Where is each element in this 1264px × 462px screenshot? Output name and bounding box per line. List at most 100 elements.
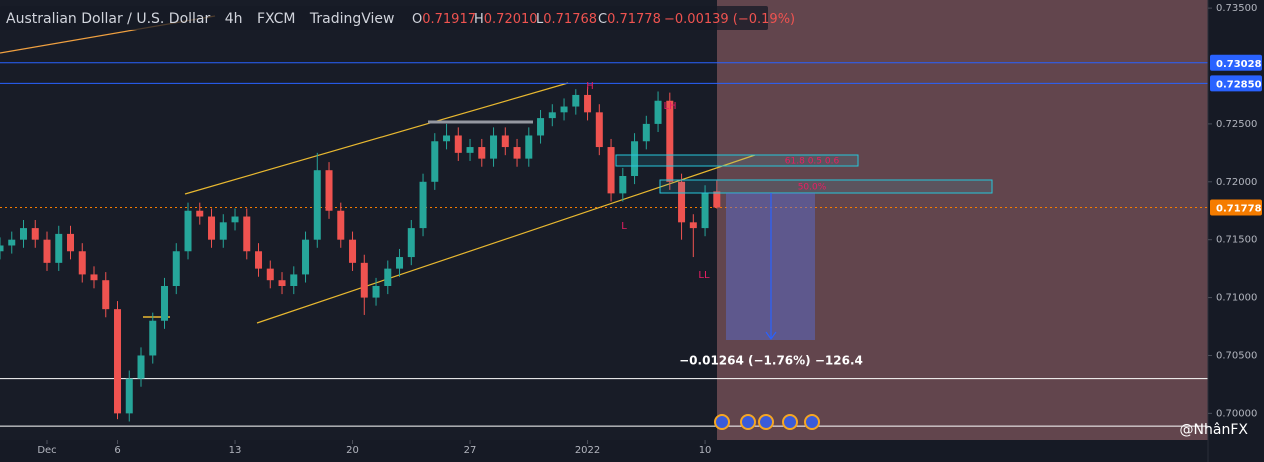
candle-body — [90, 274, 98, 281]
candle-body — [313, 170, 321, 240]
candle-body — [161, 286, 169, 321]
candle-body — [490, 135, 498, 159]
watermark: @NhânFX — [1180, 422, 1249, 438]
header-background — [0, 6, 768, 30]
price-tag-label: 0.73028 — [1216, 59, 1262, 70]
zone-box — [615, 154, 859, 167]
channel-upper — [184, 82, 569, 195]
price-tag-label: 0.72850 — [1216, 79, 1262, 90]
candle-body — [713, 191, 721, 208]
candle-body — [396, 257, 404, 269]
candle-body — [501, 135, 509, 148]
x-tick-label: 10 — [699, 445, 712, 456]
candle-body — [349, 239, 357, 263]
candle-body — [290, 274, 298, 286]
x-tick-label: 6 — [114, 445, 120, 456]
annotation: LL — [698, 270, 710, 281]
candle-body — [701, 193, 709, 229]
measure-arrowhead — [765, 331, 777, 341]
measure-label: −0.01264 (−1.76%) −126.4 — [679, 354, 863, 368]
exchange: FXCM — [257, 11, 295, 27]
x-axis — [0, 440, 1208, 462]
candle-body — [595, 112, 603, 148]
candle-body — [278, 280, 286, 286]
candle-body — [631, 141, 639, 176]
zone-box — [659, 179, 993, 194]
x-tick-label: 20 — [346, 445, 359, 456]
candle-body — [337, 210, 345, 240]
header: Australian Dollar / U.S. Dollar 4h FXCM … — [6, 11, 395, 27]
x-tick-label: 2022 — [575, 445, 600, 456]
x-tick-label: 27 — [464, 445, 477, 456]
candle-body — [360, 262, 368, 298]
x-tick-label: 13 — [229, 445, 242, 456]
y-tick-label: 0.70000 — [1216, 408, 1257, 419]
x-tick-label: Dec — [37, 445, 56, 456]
price-tag — [1210, 54, 1262, 71]
candle-body — [114, 309, 122, 414]
candle-body — [231, 216, 239, 223]
candle-body — [478, 147, 486, 159]
price-tag — [1210, 75, 1262, 92]
ohlc-key: H — [474, 12, 484, 27]
candle-body — [454, 135, 462, 153]
candle-body — [102, 280, 110, 310]
price-tag-label: 0.71778 — [1216, 203, 1262, 214]
candle-body — [407, 228, 415, 258]
candle-body — [255, 251, 263, 269]
candle-body — [43, 239, 51, 263]
candle-body — [513, 147, 521, 159]
zone-label: 50.0% — [798, 183, 827, 193]
candle-body — [419, 181, 427, 229]
ohlc-key: L — [536, 12, 544, 27]
ohlc-key: O — [412, 12, 422, 27]
annotation: H — [586, 81, 594, 92]
annotation: LH — [663, 101, 676, 112]
ohlc: O0.71917H0.72010L0.71768C0.71778 −0.00139… — [412, 12, 795, 27]
source: TradingView — [309, 11, 395, 27]
candle-body — [302, 239, 310, 275]
interval: 4h — [225, 11, 243, 27]
candle-body — [125, 378, 133, 414]
candle-body — [266, 268, 274, 281]
candle-body — [548, 112, 556, 119]
candle-body — [384, 268, 392, 286]
y-tick-label: 0.71500 — [1216, 235, 1257, 246]
price-tag — [1210, 199, 1262, 216]
candle-body — [149, 320, 157, 356]
candle-body — [689, 222, 697, 229]
change: −0.00139 (−0.19%) — [664, 12, 795, 27]
y-tick-label: 0.73500 — [1216, 3, 1257, 14]
candle-body — [525, 135, 533, 159]
candle-body — [642, 123, 650, 142]
candle-body — [20, 228, 28, 240]
shaded-zone — [717, 0, 1208, 440]
y-tick-label: 0.70500 — [1216, 350, 1257, 361]
candle-body — [219, 222, 227, 240]
y-tick-label: 0.72000 — [1216, 177, 1257, 188]
candle-body — [466, 147, 474, 153]
y-tick-label: 0.71000 — [1216, 293, 1257, 304]
candle-body — [431, 141, 439, 182]
marks — [0, 62, 1208, 427]
candle-body — [560, 106, 568, 113]
ohlc-value: 0.71778 — [607, 12, 661, 27]
channel-lower — [256, 154, 756, 324]
zone-label: 61.8 0.5 0.6 — [785, 157, 840, 167]
candle-body — [243, 216, 251, 252]
candle-body — [537, 118, 545, 136]
candle-body — [208, 216, 216, 240]
candle-body — [678, 181, 686, 223]
ohlc-key: C — [598, 12, 607, 27]
candle-body — [443, 135, 451, 142]
ohlc-value: 0.71768 — [543, 12, 597, 27]
candle-body — [172, 251, 180, 286]
symbol: Australian Dollar / U.S. Dollar — [6, 11, 211, 27]
ohlc-value: 0.71917 — [422, 12, 476, 27]
candle-body — [55, 233, 63, 263]
y-tick-label: 0.72500 — [1216, 119, 1257, 130]
candle-body — [67, 233, 75, 252]
candle-body — [584, 94, 592, 113]
ohlc-value: 0.72010 — [484, 12, 538, 27]
candle-body — [619, 176, 627, 194]
